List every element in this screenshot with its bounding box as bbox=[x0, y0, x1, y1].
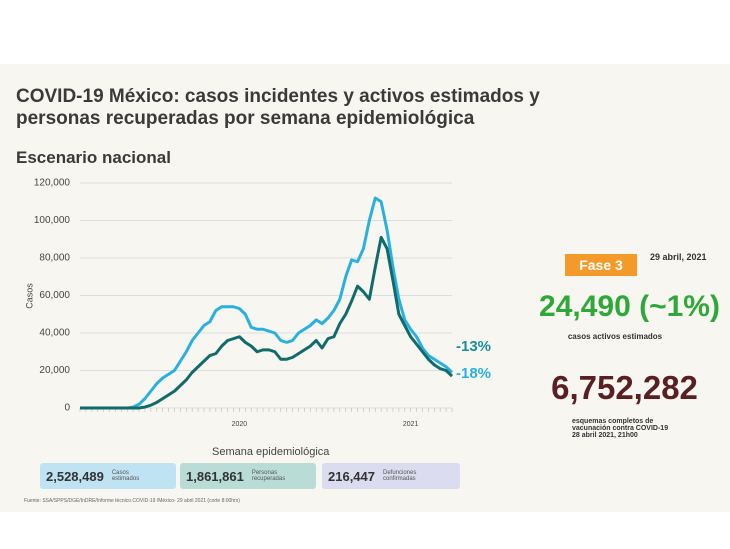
x-tick-label: 2020 bbox=[232, 421, 248, 428]
vaccination-caption: esquemas completos de vacunación contra … bbox=[572, 418, 682, 439]
caption-date: 28 abril 2021, 21h00 bbox=[572, 432, 638, 439]
x-tick-label: 2021 bbox=[403, 421, 419, 428]
source: Fuente: SSA/SPPS/DGE/InDRE/Informe técni… bbox=[24, 498, 240, 504]
stat-value: 216,447 bbox=[328, 468, 375, 484]
y-tick-label: 20,000 bbox=[39, 365, 70, 376]
active-cases: 24,490 (~1%) bbox=[539, 290, 720, 323]
caption-line: esquemas completos de vacunación contra … bbox=[572, 418, 669, 432]
annotation: -18% bbox=[456, 365, 491, 382]
phase-badge: Fase 3 bbox=[565, 254, 637, 276]
title: COVID-19 México: casos incidentes y acti… bbox=[16, 86, 540, 129]
date: 29 abril, 2021 bbox=[650, 252, 707, 262]
stat-value: 1,861,861 bbox=[186, 468, 244, 484]
active-caption: casos activos estimados bbox=[567, 332, 663, 341]
y-tick-label: 80,000 bbox=[39, 253, 70, 264]
annotation: -13% bbox=[456, 338, 491, 355]
vaccination-count: 6,752,282 bbox=[551, 369, 698, 406]
y-axis-label: Casos bbox=[24, 283, 34, 309]
y-tick-label: 120,000 bbox=[34, 178, 71, 189]
x-axis-label: Semana epidemiológica bbox=[212, 446, 330, 458]
stat-label: Casos estimados bbox=[111, 470, 140, 482]
stat-value: 2,528,489 bbox=[46, 468, 104, 484]
series-line bbox=[80, 235, 454, 410]
stat-box: 1,861,861 Personas recuperadas bbox=[180, 463, 316, 489]
series-line bbox=[80, 196, 454, 410]
chart: Semana epidemiológica Casos 0 20,000 40,00… bbox=[24, 178, 491, 458]
y-tick-label: 60,000 bbox=[39, 290, 70, 301]
y-tick-label: 0 bbox=[64, 403, 70, 414]
subtitle: Escenario nacional bbox=[16, 148, 171, 167]
stat-box: 216,447 Defunciones confirmadas bbox=[322, 463, 460, 489]
y-tick-label: 100,000 bbox=[34, 215, 71, 226]
stat-label: Defunciones confirmadas bbox=[383, 470, 417, 482]
stat-label: Personas recuperadas bbox=[251, 470, 286, 482]
stat-box: 2,528,489 Casos estimados bbox=[40, 463, 176, 489]
y-tick-label: 40,000 bbox=[39, 328, 70, 339]
slide: COVID-19 México: casos incidentes y acti… bbox=[0, 64, 730, 512]
